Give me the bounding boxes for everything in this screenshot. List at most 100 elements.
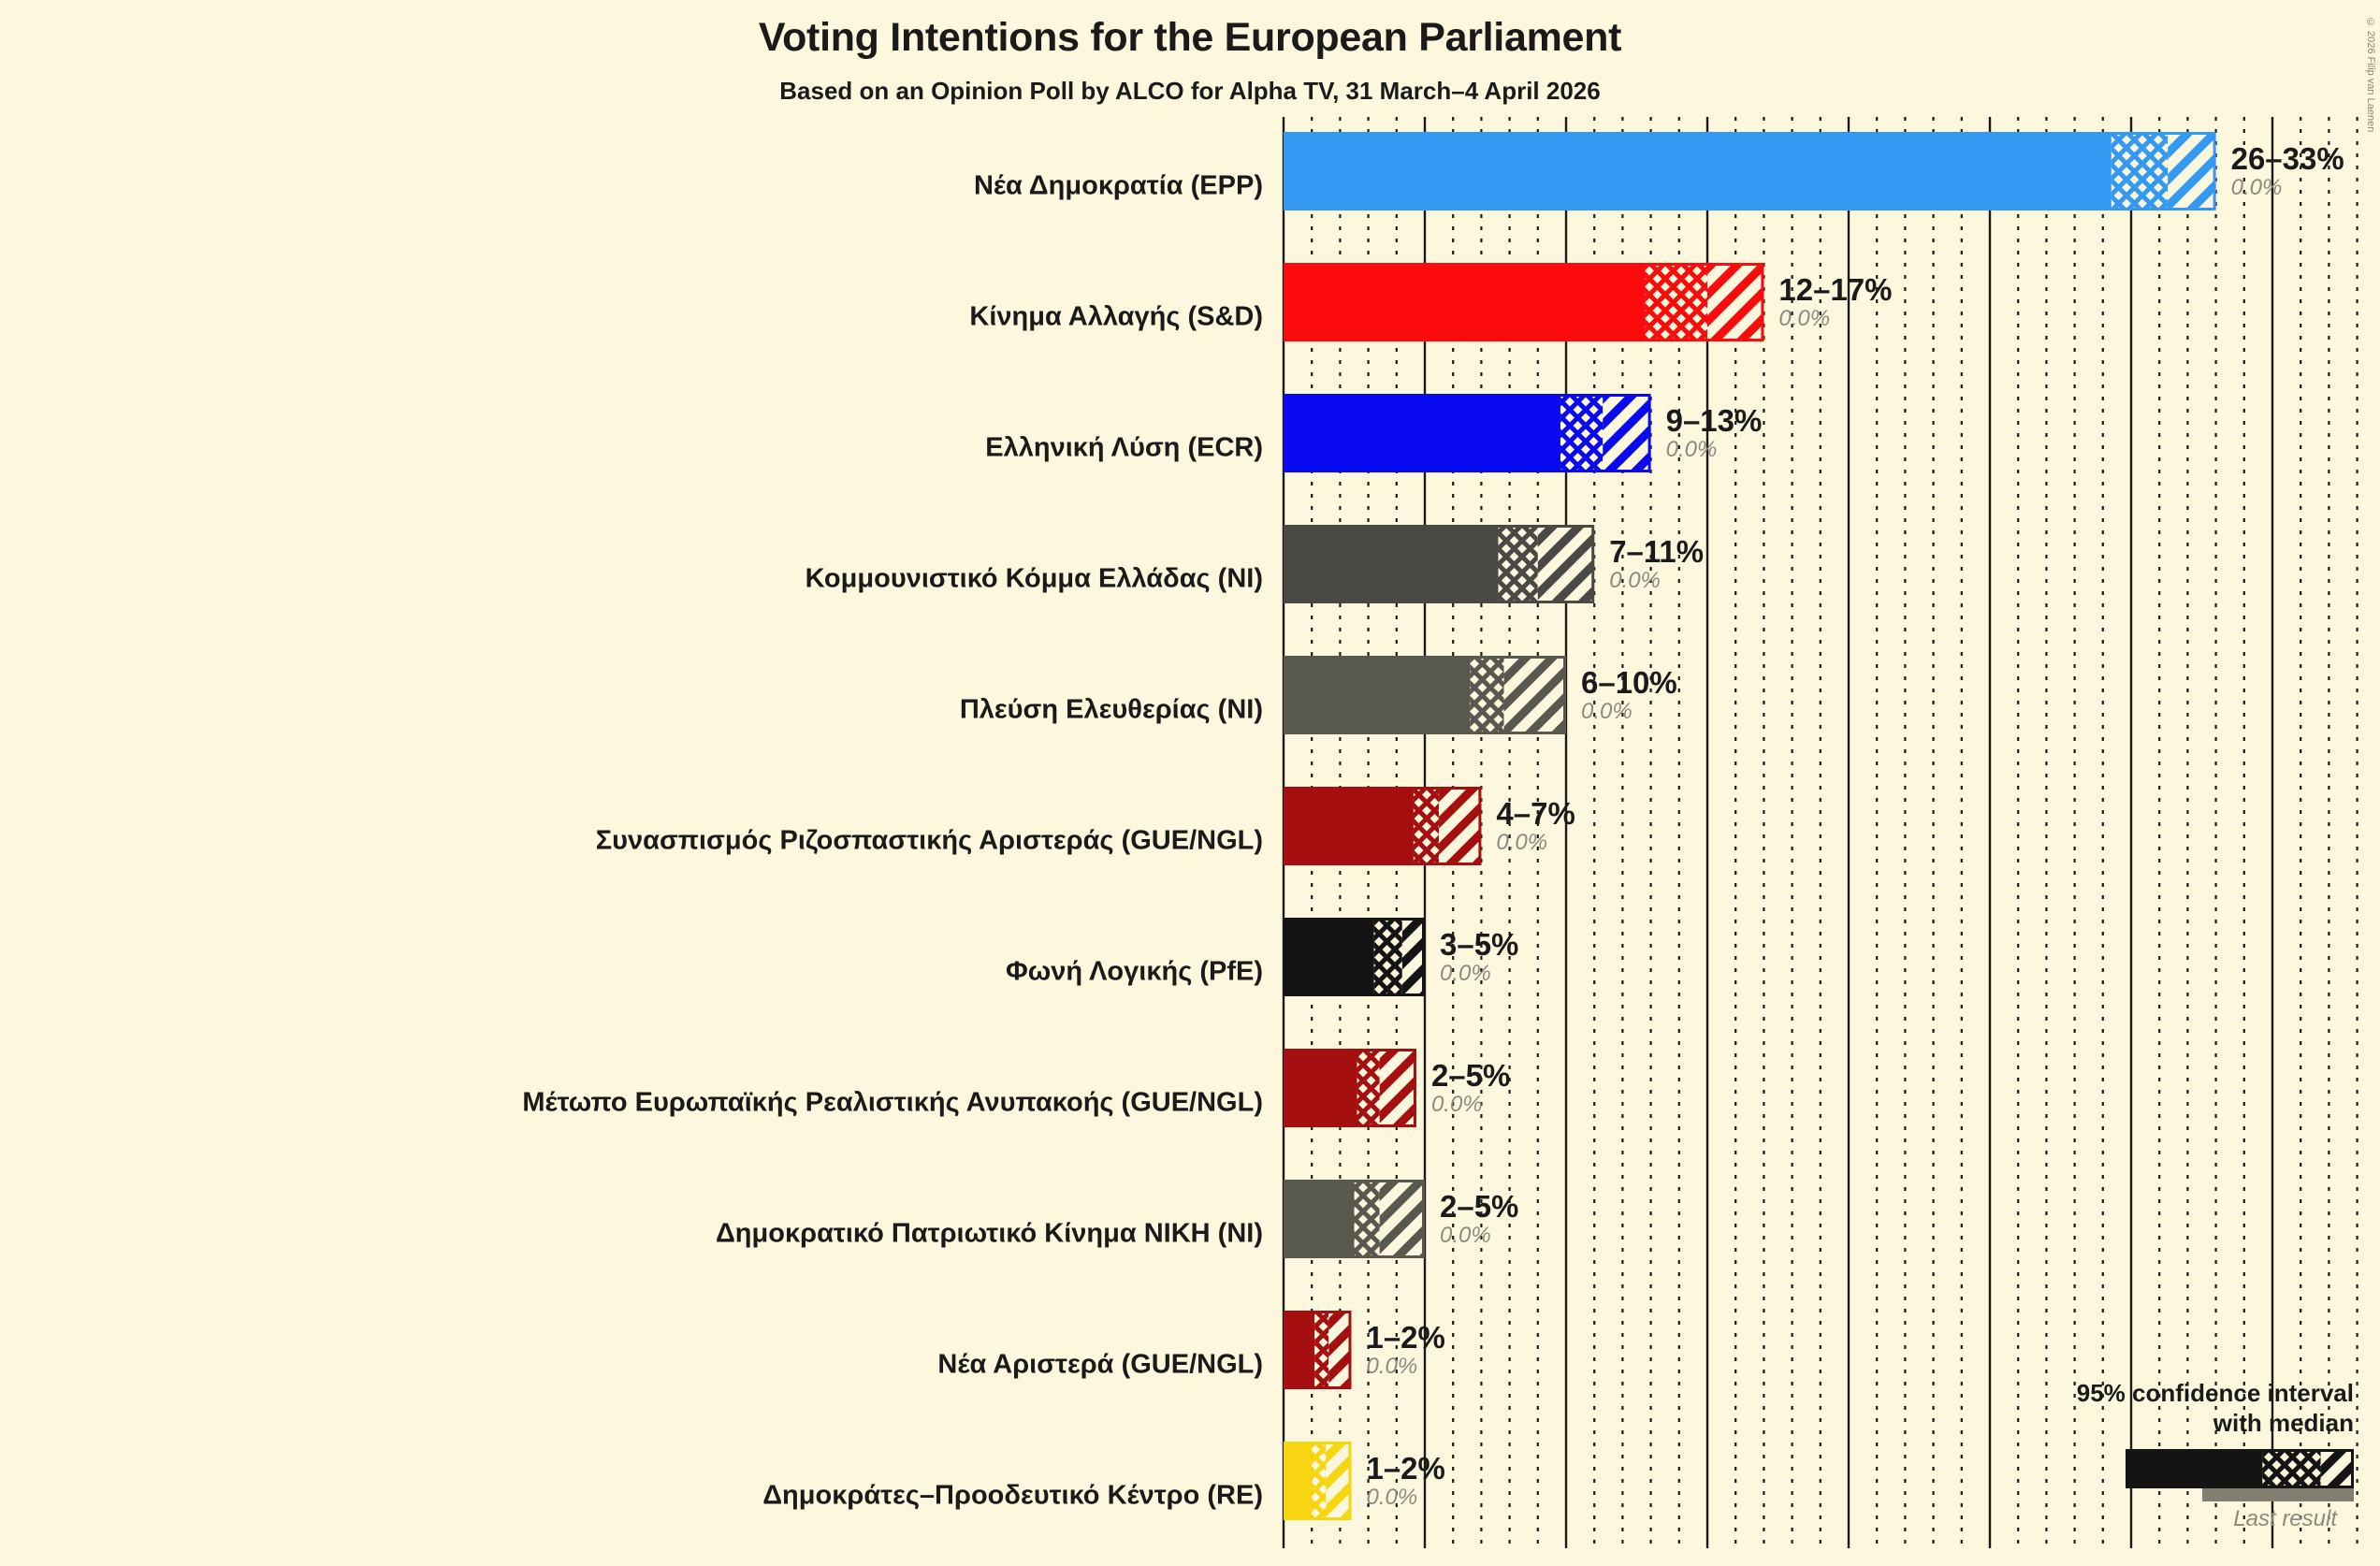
chart-row: Μέτωπο Ευρωπαϊκής Ρεαλιστικής Ανυπακοής … bbox=[0, 1041, 2380, 1172]
bar-segment-crosshatch bbox=[1373, 918, 1402, 996]
party-bar bbox=[1284, 787, 1482, 865]
bar-segment-solid bbox=[1284, 263, 1646, 341]
value-label-group: 2–5% 0.0% bbox=[1416, 1049, 1510, 1127]
bar-outline bbox=[1284, 1311, 1352, 1389]
value-label-group: 9–13% 0.0% bbox=[1651, 394, 1763, 472]
last-result-value: 0.0% bbox=[1366, 1485, 1418, 1510]
value-label-group: 2–5% 0.0% bbox=[1425, 1180, 1518, 1258]
chart-row: Νέα Δημοκρατία (EPP) 26–33% 0.0% bbox=[0, 124, 2380, 255]
value-label-group: 26–33% 0.0% bbox=[2216, 132, 2344, 210]
value-range: 1–2% bbox=[1366, 1451, 1445, 1486]
value-range: 6–10% bbox=[1581, 665, 1677, 700]
bar-outline bbox=[1284, 263, 1764, 341]
value-label-group: 6–10% 0.0% bbox=[1566, 656, 1677, 734]
value-label-group: 1–2% 0.0% bbox=[1351, 1311, 1444, 1389]
party-label: Δημοκράτες–Προοδευτικό Κέντρο (RE) bbox=[762, 1480, 1263, 1511]
bar-outline bbox=[1284, 1442, 1352, 1520]
bar-segment-crosshatch bbox=[1357, 1049, 1380, 1127]
bar-segment-diagonal bbox=[1503, 656, 1566, 734]
bar-outline bbox=[1284, 1049, 1416, 1127]
party-bar bbox=[1284, 1049, 1416, 1127]
last-result-value: 0.0% bbox=[1665, 437, 1718, 462]
value-label-group: 1–2% 0.0% bbox=[1351, 1442, 1444, 1520]
party-bar bbox=[1284, 918, 1425, 996]
value-range: 2–5% bbox=[1440, 1189, 1519, 1224]
value-range: 7–11% bbox=[1609, 534, 1705, 569]
party-bar bbox=[1284, 1311, 1352, 1389]
bar-outline bbox=[1284, 1180, 1425, 1258]
bar-segment-crosshatch bbox=[1312, 1442, 1327, 1520]
bar-segment-diagonal bbox=[1379, 1180, 1425, 1258]
bar-outline bbox=[1284, 394, 1651, 472]
bar-outline bbox=[1284, 525, 1595, 603]
bar-segment-crosshatch bbox=[1645, 263, 1707, 341]
party-bar bbox=[1284, 525, 1595, 603]
bar-segment-crosshatch bbox=[1354, 1180, 1380, 1258]
bar-segment-solid bbox=[1284, 918, 1374, 996]
party-bar bbox=[1284, 263, 1764, 341]
bar-segment-crosshatch bbox=[1314, 1311, 1329, 1389]
value-range: 1–2% bbox=[1366, 1320, 1445, 1355]
last-result-value: 0.0% bbox=[1778, 306, 1831, 331]
last-result-value: 0.0% bbox=[1581, 699, 1633, 724]
legend-last-result-bar bbox=[2202, 1488, 2354, 1502]
party-label: Φωνή Λογικής (PfE) bbox=[1005, 956, 1263, 987]
bar-outline bbox=[1284, 132, 2216, 210]
value-label-group: 12–17% 0.0% bbox=[1763, 263, 1892, 341]
value-range: 9–13% bbox=[1665, 403, 1763, 438]
last-result-value: 0.0% bbox=[1440, 1223, 1491, 1248]
party-label: Κομμουνιστικό Κόμμα Ελλάδας (NI) bbox=[805, 563, 1263, 594]
bar-segment-crosshatch bbox=[1413, 787, 1440, 865]
last-result-value: 0.0% bbox=[1440, 961, 1491, 986]
bar-segment-diagonal bbox=[1326, 1442, 1352, 1520]
value-range: 3–5% bbox=[1440, 927, 1519, 962]
legend-segment-crosshatch bbox=[2262, 1449, 2321, 1489]
party-bar bbox=[1284, 1180, 1425, 1258]
party-bar bbox=[1284, 1442, 1352, 1520]
legend-sample-bar bbox=[2126, 1449, 2354, 1489]
chart-row: Συνασπισμός Ριζοσπαστικής Αριστεράς (GUE… bbox=[0, 779, 2380, 910]
party-label: Συνασπισμός Ριζοσπαστικής Αριστεράς (GUE… bbox=[595, 825, 1263, 856]
party-label: Ελληνική Λύση (ECR) bbox=[985, 432, 1263, 463]
bar-segment-diagonal bbox=[1328, 1311, 1352, 1389]
legend-bar-outline bbox=[2126, 1449, 2354, 1489]
bar-segment-diagonal bbox=[1537, 525, 1595, 603]
legend-last-result-label: Last result bbox=[2233, 1506, 2337, 1532]
chart-row: Κίνημα Αλλαγής (S&D) 12–17% 0.0% bbox=[0, 255, 2380, 386]
bar-segment-crosshatch bbox=[2111, 132, 2169, 210]
last-result-value: 0.0% bbox=[1430, 1092, 1483, 1117]
legend-segment-diagonal bbox=[2320, 1449, 2354, 1489]
legend-segment-solid bbox=[2126, 1449, 2263, 1489]
bar-segment-solid bbox=[1284, 1442, 1313, 1520]
party-label: Κίνημα Αλλαγής (S&D) bbox=[969, 301, 1263, 332]
bar-segment-solid bbox=[1284, 1311, 1315, 1389]
party-label: Νέα Αριστερά (GUE/NGL) bbox=[937, 1349, 1263, 1380]
value-label-group: 7–11% 0.0% bbox=[1594, 525, 1704, 603]
bar-segment-solid bbox=[1284, 525, 1499, 603]
bar-outline bbox=[1284, 918, 1425, 996]
chart-row: Πλεύση Ελευθερίας (NI) 6–10% 0.0% bbox=[0, 648, 2380, 779]
chart-row: Φωνή Λογικής (PfE) 3–5% 0.0% bbox=[0, 910, 2380, 1041]
bar-segment-diagonal bbox=[1379, 1049, 1416, 1127]
legend-line-2: with median bbox=[2213, 1408, 2354, 1437]
legend-line-1: 95% confidence interval bbox=[2076, 1379, 2354, 1407]
chart-row: Νέα Αριστερά (GUE/NGL) 1–2% 0.0% bbox=[0, 1303, 2380, 1434]
value-range: 12–17% bbox=[1778, 272, 1893, 307]
bar-segment-diagonal bbox=[1603, 394, 1651, 472]
value-range: 2–5% bbox=[1430, 1058, 1511, 1093]
party-bar bbox=[1284, 656, 1566, 734]
party-label: Πλεύση Ελευθερίας (NI) bbox=[959, 694, 1263, 725]
bar-segment-solid bbox=[1284, 1049, 1357, 1127]
bar-outline bbox=[1284, 787, 1482, 865]
party-bar bbox=[1284, 394, 1651, 472]
last-result-value: 0.0% bbox=[1366, 1354, 1418, 1379]
chart-row: Δημοκράτες–Προοδευτικό Κέντρο (RE) 1–2% 0… bbox=[0, 1434, 2380, 1565]
party-label: Μέτωπο Ευρωπαϊκής Ρεαλιστικής Ανυπακοής … bbox=[522, 1087, 1263, 1118]
last-result-value: 0.0% bbox=[2230, 175, 2283, 200]
last-result-value: 0.0% bbox=[1496, 830, 1548, 855]
bar-segment-solid bbox=[1284, 787, 1414, 865]
legend-sample-svg bbox=[2126, 1449, 2354, 1489]
value-label-group: 3–5% 0.0% bbox=[1425, 918, 1518, 996]
